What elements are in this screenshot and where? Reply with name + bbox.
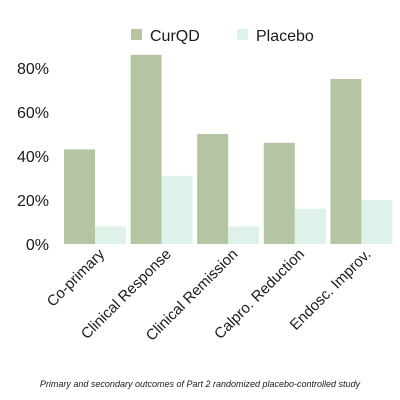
y-tick-label: 80%: [17, 61, 49, 78]
bar-placebo-2: [161, 175, 193, 244]
legend-label-curqd: CurQD: [150, 28, 200, 45]
y-tick-label: 0%: [26, 237, 49, 254]
legend-swatch-placebo: [237, 29, 248, 40]
legend: CurQD Placebo: [131, 28, 314, 45]
bar-curqd-1: [64, 149, 95, 244]
bar-placebo-1: [95, 226, 126, 244]
bar-curqd-2: [130, 54, 162, 244]
bar-placebo-3: [228, 226, 260, 244]
x-tick-label: Co-primary: [44, 245, 109, 310]
bars: [64, 54, 393, 244]
bar-curqd-4: [263, 142, 295, 244]
chart-caption: Primary and secondary outcomes of Part 2…: [39, 379, 361, 389]
legend-label-placebo: Placebo: [256, 28, 314, 45]
bar-placebo-5: [361, 200, 393, 244]
bar-curqd-3: [197, 134, 229, 244]
bar-curqd-5: [330, 79, 362, 244]
y-tick-label: 20%: [17, 193, 49, 210]
y-axis: 0% 20% 40% 60% 80%: [17, 61, 49, 254]
legend-swatch-curqd: [131, 29, 142, 40]
y-tick-label: 60%: [17, 105, 49, 122]
y-tick-label: 40%: [17, 149, 49, 166]
bar-placebo-4: [294, 208, 326, 244]
